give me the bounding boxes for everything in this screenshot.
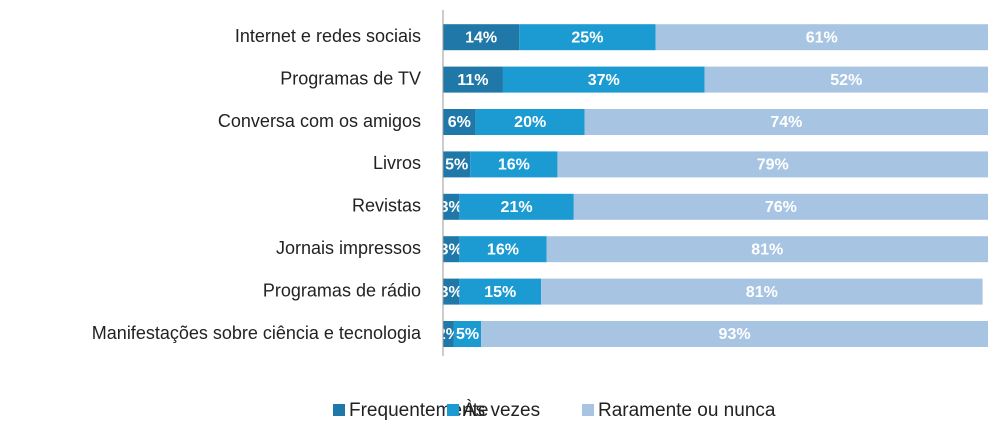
value-label: 16%	[498, 157, 530, 174]
plot-area: 14% 25% 61% 11% 37% 52% 6% 20% 74% 5% 16% 79% 3% 21% 7…	[440, 24, 988, 347]
value-label: 79%	[757, 157, 789, 174]
value-label: 3%	[440, 284, 463, 301]
bar-segment	[443, 151, 471, 178]
bar-segment	[443, 193, 460, 220]
y-tick-label: Manifestações sobre ciência e tecnologia	[92, 323, 422, 343]
y-tick-label: Internet e redes sociais	[235, 26, 421, 46]
value-label: 25%	[571, 29, 603, 46]
value-label: 14%	[465, 29, 497, 46]
value-label: 16%	[487, 241, 519, 258]
y-tick-label: Programas de TV	[280, 68, 421, 88]
value-label: 93%	[719, 326, 751, 343]
bar-segment	[704, 66, 988, 93]
bar-segment	[443, 278, 460, 305]
value-label: 3%	[440, 241, 463, 258]
value-label: 21%	[501, 199, 533, 216]
value-label: 3%	[440, 199, 463, 216]
legend-label: Às vezes	[463, 400, 540, 421]
bar-segment	[655, 24, 988, 51]
y-tick-label: Programas de rádio	[263, 280, 421, 300]
bar-segment	[557, 151, 988, 178]
bar-segment	[519, 24, 656, 51]
value-label: 11%	[457, 72, 488, 89]
bar-segment	[459, 278, 542, 305]
bar-segment	[453, 321, 482, 347]
value-label: 20%	[514, 114, 546, 131]
y-tick-label: Livros	[373, 153, 421, 173]
y-tick-label: Conversa com os amigos	[218, 111, 421, 131]
legend-swatch	[333, 404, 345, 416]
bar-segment	[475, 109, 585, 135]
legend-label: Raramente ou nunca	[598, 400, 776, 421]
bar-segment	[443, 321, 454, 347]
value-label: 5%	[445, 157, 468, 174]
value-label: 76%	[765, 199, 797, 216]
bar-segment	[470, 151, 558, 178]
value-label: 5%	[456, 326, 479, 343]
value-label: 61%	[806, 29, 838, 46]
bar-segment	[443, 109, 476, 135]
value-label: 81%	[746, 284, 778, 301]
bar-segment	[443, 24, 520, 51]
value-label: 81%	[751, 241, 783, 258]
value-label: 6%	[448, 114, 471, 131]
legend-swatch	[447, 404, 459, 416]
value-label: 74%	[770, 114, 802, 131]
value-label: 37%	[588, 72, 620, 89]
bar-segment	[502, 66, 705, 93]
bar-segment	[541, 278, 983, 305]
y-tick-label: Jornais impressos	[276, 238, 421, 258]
y-tick-label: Revistas	[352, 196, 421, 216]
value-label: 52%	[830, 72, 862, 89]
legend-swatch	[582, 404, 594, 416]
value-label: 15%	[484, 284, 516, 301]
bar-segment	[546, 236, 988, 263]
bar-segment	[481, 321, 988, 347]
bar-segment	[443, 66, 503, 93]
bar-segment	[584, 109, 988, 135]
bar-segment	[459, 193, 574, 220]
bar-segment	[459, 236, 547, 263]
bar-segment	[573, 193, 988, 220]
bar-segment	[443, 236, 460, 263]
